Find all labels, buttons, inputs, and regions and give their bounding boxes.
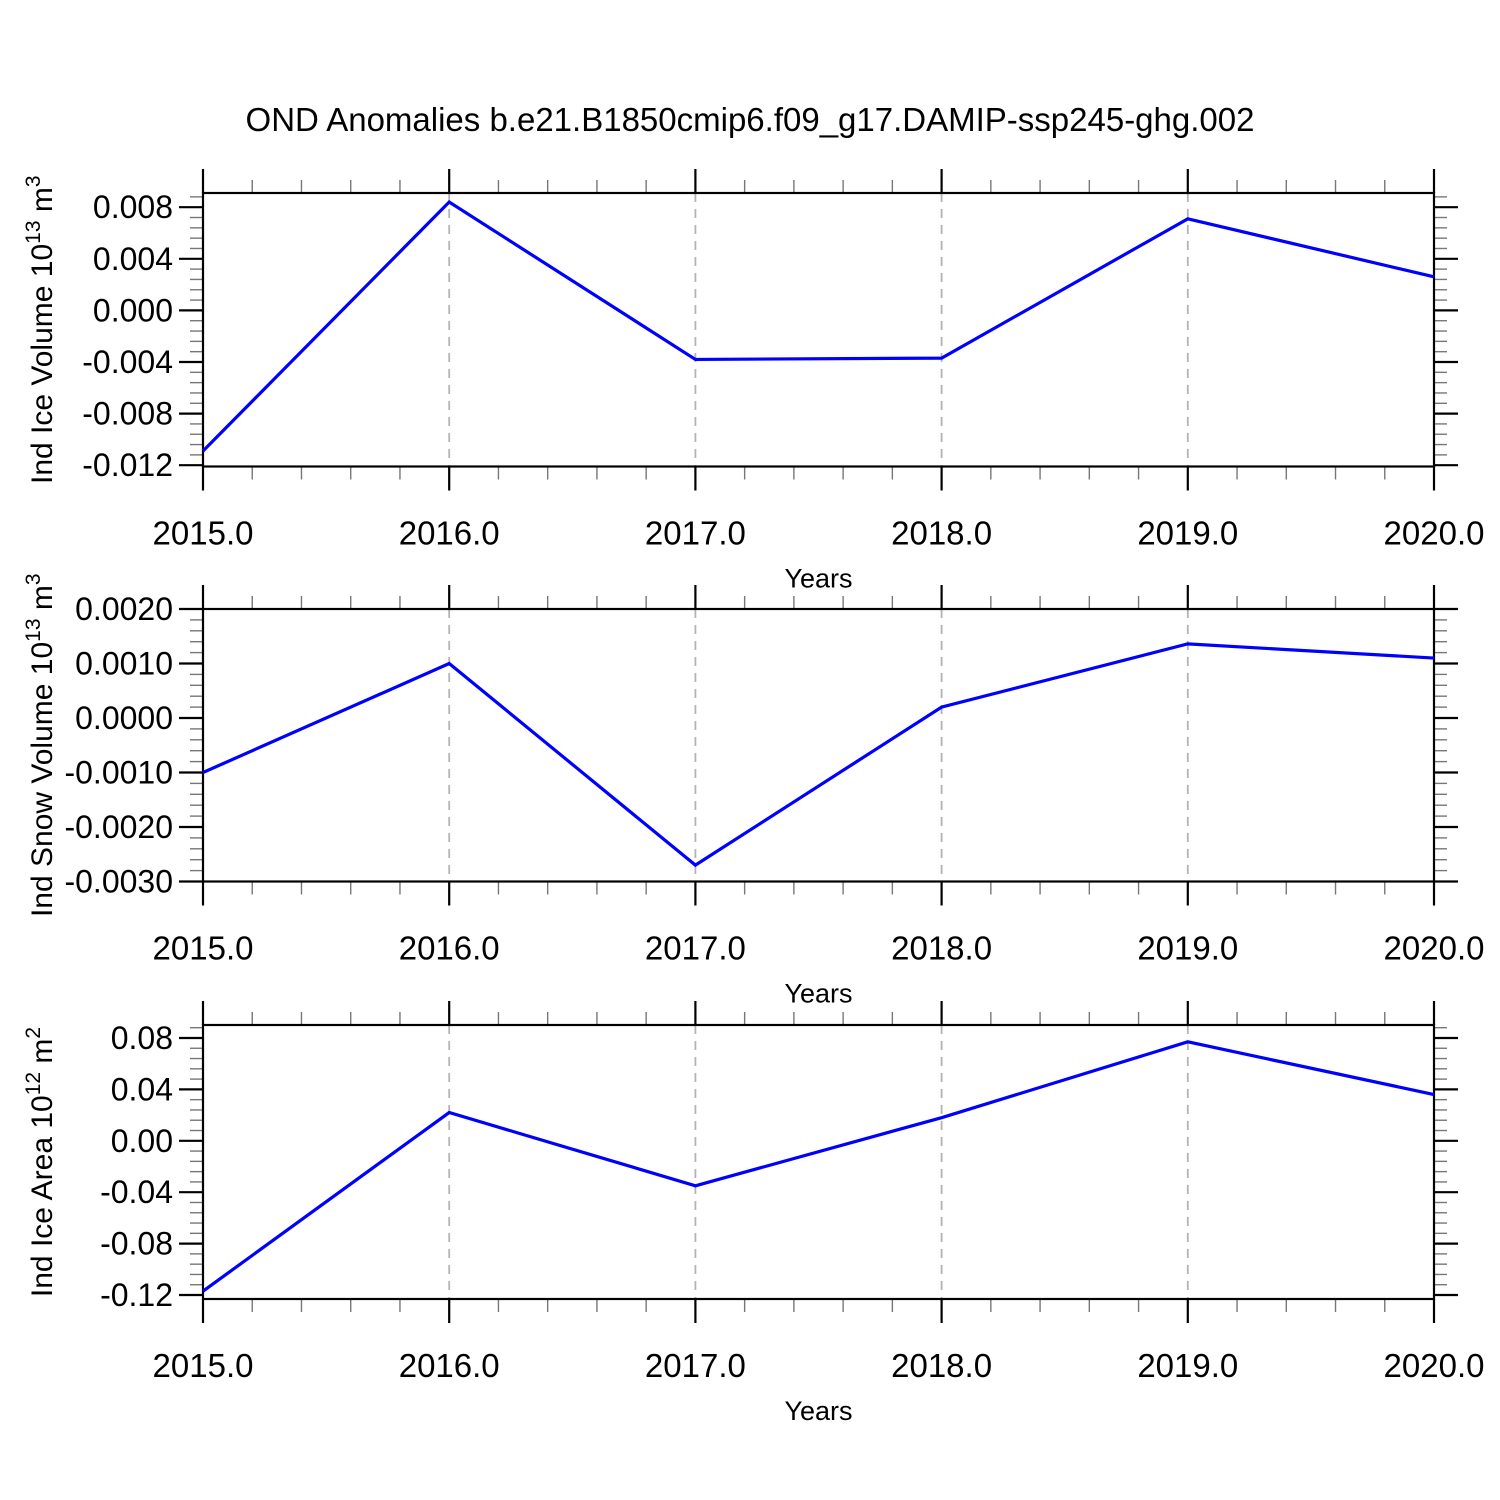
x-tick-label: 2019.0 — [1137, 1347, 1238, 1384]
y-tick-label: 0.0020 — [75, 591, 173, 627]
y-axis-title: Ind Ice Area 1012 m2 — [22, 1027, 59, 1297]
x-tick-label: 2015.0 — [153, 1347, 254, 1384]
y-axis-title-sup: 12 — [22, 1072, 45, 1095]
x-tick-label: 2017.0 — [645, 930, 746, 967]
x-tick-label: 2019.0 — [1137, 930, 1238, 967]
y-axis-title-text: Ind Ice Area 10 — [26, 1095, 59, 1297]
x-tick-label: 2015.0 — [153, 930, 254, 967]
y-axis-title-text: m — [26, 187, 59, 220]
x-tick-label: 2016.0 — [399, 930, 500, 967]
y-axis-title-sup: 3 — [22, 573, 45, 585]
plot-frame — [201, 1023, 1436, 1301]
y-axis-title-sup: 13 — [22, 618, 45, 641]
y-tick-label: 0.00 — [111, 1123, 173, 1159]
y-tick-label: -0.0020 — [64, 809, 173, 845]
x-tick-label: 2018.0 — [891, 1347, 992, 1384]
y-axis-title: Ind Snow Volume 1013 m3 — [22, 573, 59, 917]
y-tick-label: -0.008 — [82, 396, 173, 432]
y-tick-label: 0.008 — [93, 189, 173, 225]
y-axis-title-sup: 13 — [22, 220, 45, 243]
y-axis-title-text: m — [26, 585, 59, 618]
chart-title: OND Anomalies b.e21.B1850cmip6.f09_g17.D… — [245, 101, 1255, 138]
x-tick-label: 2017.0 — [645, 515, 746, 552]
x-tick-label: 2015.0 — [153, 515, 254, 552]
x-tick-label: 2019.0 — [1137, 515, 1238, 552]
x-tick-label: 2020.0 — [1384, 1347, 1485, 1384]
y-tick-label: 0.0000 — [75, 700, 173, 736]
y-tick-label: 0.08 — [111, 1020, 173, 1056]
x-axis-label: Years — [784, 1396, 852, 1426]
x-tick-label: 2020.0 — [1384, 515, 1485, 552]
x-tick-label: 2018.0 — [891, 930, 992, 967]
panel-3: 2015.0 2016.0 2017.0 2018.0 2019.0 2020.0 0.08… — [22, 1001, 1484, 1426]
y-tick-label: 0.04 — [111, 1071, 173, 1107]
y-tick-label: -0.08 — [100, 1226, 173, 1262]
data-line — [202, 1040, 1435, 1293]
plot-frame — [201, 191, 1436, 468]
y-tick-label: -0.04 — [100, 1174, 173, 1210]
y-tick-label: -0.004 — [82, 344, 173, 380]
x-tick-label: 2016.0 — [399, 515, 500, 552]
x-axis-label: Years — [784, 564, 852, 594]
data-line — [201, 199, 1435, 453]
y-axis-title-text: Ind Ice Volume 10 — [26, 244, 59, 484]
x-tick-label: 2016.0 — [399, 1347, 500, 1384]
y-axis-title: Ind Ice Volume 1013 m3 — [22, 175, 59, 484]
data-line — [202, 642, 1435, 868]
panel-1: 2015.0 2016.0 2017.0 2018.0 2019.0 2020.0 0.00… — [22, 169, 1484, 594]
y-axis-title-sup: 3 — [22, 175, 45, 187]
x-tick-label: 2018.0 — [891, 515, 992, 552]
y-axis-title-text: Ind Snow Volume 10 — [26, 642, 59, 917]
y-tick-label: 0.000 — [93, 292, 173, 328]
y-tick-label: 0.004 — [93, 241, 173, 277]
y-tick-label: -0.012 — [82, 447, 173, 483]
y-tick-label: -0.12 — [100, 1277, 173, 1313]
panel-2: 2015.0 2016.0 2017.0 2018.0 2019.0 2020.0 0.00… — [22, 573, 1484, 1008]
x-tick-label: 2020.0 — [1384, 930, 1485, 967]
y-tick-label: -0.0030 — [64, 864, 173, 900]
y-tick-label: -0.0010 — [64, 755, 173, 791]
y-axis-title-sup: 2 — [22, 1027, 45, 1039]
y-tick-label: 0.0010 — [75, 646, 173, 682]
x-axis-label: Years — [784, 979, 852, 1009]
x-tick-label: 2017.0 — [645, 1347, 746, 1384]
plot-frame — [201, 607, 1436, 883]
y-axis-title-text: m — [26, 1039, 59, 1072]
